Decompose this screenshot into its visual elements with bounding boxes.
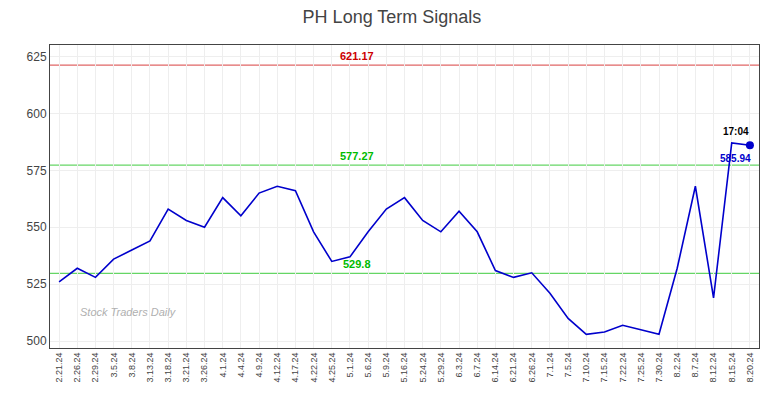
svg-text:3.21.24: 3.21.24 (181, 353, 191, 383)
svg-text:577.27: 577.27 (340, 150, 374, 162)
svg-text:5.29.24: 5.29.24 (436, 353, 446, 383)
svg-text:Stock Traders Daily: Stock Traders Daily (80, 306, 177, 318)
svg-text:575: 575 (27, 164, 47, 178)
svg-text:625: 625 (27, 50, 47, 64)
svg-text:525: 525 (27, 277, 47, 291)
svg-text:5.9.24: 5.9.24 (381, 353, 391, 378)
svg-text:3.18.24: 3.18.24 (163, 353, 173, 383)
svg-text:4.4.24: 4.4.24 (236, 353, 246, 378)
svg-text:4.12.24: 4.12.24 (272, 353, 282, 383)
svg-text:4.25.24: 4.25.24 (327, 353, 337, 383)
svg-text:500: 500 (27, 334, 47, 348)
svg-text:2.21.24: 2.21.24 (54, 353, 64, 383)
svg-text:600: 600 (27, 107, 47, 121)
svg-text:6.3.24: 6.3.24 (454, 353, 464, 378)
svg-text:7.25.24: 7.25.24 (636, 353, 646, 383)
svg-text:4.22.24: 4.22.24 (309, 353, 319, 383)
svg-text:4.17.24: 4.17.24 (290, 353, 300, 383)
svg-text:3.26.24: 3.26.24 (199, 353, 209, 383)
svg-text:8.20.24: 8.20.24 (745, 353, 755, 383)
svg-text:4.1.24: 4.1.24 (218, 353, 228, 378)
svg-text:7.10.24: 7.10.24 (581, 353, 591, 383)
svg-text:17:04: 17:04 (723, 126, 749, 137)
svg-text:7.30.24: 7.30.24 (654, 353, 664, 383)
svg-text:6.26.24: 6.26.24 (527, 353, 537, 383)
svg-text:2.29.24: 2.29.24 (90, 353, 100, 383)
svg-text:3.8.24: 3.8.24 (127, 353, 137, 378)
svg-text:7.5.24: 7.5.24 (563, 353, 573, 378)
svg-text:5.16.24: 5.16.24 (399, 353, 409, 383)
svg-text:8.2.24: 8.2.24 (672, 353, 682, 378)
svg-text:5.6.24: 5.6.24 (363, 353, 373, 378)
svg-text:8.7.24: 8.7.24 (690, 353, 700, 378)
svg-text:621.17: 621.17 (340, 50, 374, 62)
svg-text:550: 550 (27, 220, 47, 234)
svg-text:7.22.24: 7.22.24 (618, 353, 628, 383)
svg-text:585.94: 585.94 (720, 153, 751, 164)
svg-text:4.9.24: 4.9.24 (254, 353, 264, 378)
svg-text:2.26.24: 2.26.24 (72, 353, 82, 383)
svg-text:3.13.24: 3.13.24 (145, 353, 155, 383)
svg-text:6.14.24: 6.14.24 (490, 353, 500, 383)
svg-text:8.15.24: 8.15.24 (727, 353, 737, 383)
svg-text:5.1.24: 5.1.24 (345, 353, 355, 378)
svg-text:8.12.24: 8.12.24 (708, 353, 718, 383)
svg-text:5.24.24: 5.24.24 (418, 353, 428, 383)
svg-text:6.21.24: 6.21.24 (509, 353, 519, 383)
svg-text:3.5.24: 3.5.24 (109, 353, 119, 378)
svg-text:7.15.24: 7.15.24 (599, 353, 609, 383)
svg-text:529.8: 529.8 (343, 258, 371, 270)
svg-text:7.1.24: 7.1.24 (545, 353, 555, 378)
svg-text:6.7.24: 6.7.24 (472, 353, 482, 378)
svg-text:PH Long Term Signals: PH Long Term Signals (303, 7, 482, 27)
